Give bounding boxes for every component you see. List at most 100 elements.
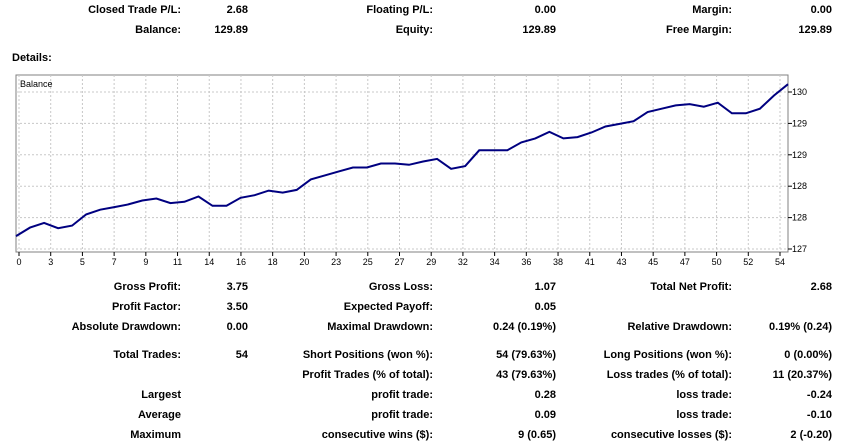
stats-row-trades: Total Trades: 54 Short Positions (won %)… — [0, 347, 847, 363]
chart-title: Balance — [20, 79, 53, 89]
x-tick-label: 36 — [521, 257, 531, 267]
short-positions-label: Short Positions (won %): — [302, 349, 433, 361]
absolute-drawdown-label: Absolute Drawdown: — [71, 321, 181, 333]
x-tick-label: 50 — [712, 257, 722, 267]
stats-row-drawdown: Absolute Drawdown: 0.00 Maximal Drawdown… — [0, 319, 847, 335]
average-profit-value: 0.09 — [534, 409, 556, 421]
x-tick-label: 25 — [363, 257, 373, 267]
largest-loss-label: loss trade: — [676, 389, 732, 401]
x-tick-label: 0 — [16, 257, 21, 267]
average-loss-value: -0.10 — [806, 409, 832, 421]
floating-pl-value: 0.00 — [534, 4, 556, 16]
gross-loss-label: Gross Loss: — [368, 281, 433, 293]
equity-value: 129.89 — [522, 24, 556, 36]
expected-payoff-label: Expected Payoff: — [343, 301, 433, 313]
x-tick-label: 18 — [268, 257, 278, 267]
summary-row-1: Closed Trade P/L: 2.68 Floating P/L: 0.0… — [0, 2, 847, 18]
free-margin-label: Free Margin: — [665, 24, 732, 36]
stats-row-factor: Profit Factor: 3.50 Expected Payoff: 0.0… — [0, 299, 847, 315]
stats-row-profit-loss-trades: Profit Trades (% of total): 43 (79.63%) … — [0, 367, 847, 383]
long-positions-label: Long Positions (won %): — [603, 349, 732, 361]
balance-label: Balance: — [135, 24, 181, 36]
x-tick-label: 34 — [490, 257, 500, 267]
balance-value: 129.89 — [214, 24, 248, 36]
x-tick-label: 14 — [204, 257, 214, 267]
average-label: Average — [137, 409, 181, 421]
profit-trades-value: 43 (79.63%) — [496, 369, 556, 381]
gross-loss-value: 1.07 — [534, 281, 556, 293]
maximal-drawdown-value: 0.24 (0.19%) — [493, 321, 556, 333]
max-consec-losses-value: 2 (-0.20) — [790, 429, 832, 441]
stats-row-average: Average profit trade: 0.09 loss trade: -… — [0, 407, 847, 423]
margin-value: 0.00 — [810, 4, 832, 16]
absolute-drawdown-value: 0.00 — [226, 321, 248, 333]
gross-profit-label: Gross Profit: — [113, 281, 181, 293]
closed-trade-pl-label: Closed Trade P/L: — [88, 4, 181, 16]
x-tick-label: 38 — [553, 257, 563, 267]
equity-label: Equity: — [395, 24, 433, 36]
x-tick-label: 45 — [648, 257, 658, 267]
max-consec-wins-value: 9 (0.65) — [518, 429, 556, 441]
x-axis-ticks: 0 3 5 7 9 11 14 16 18 20 23 25 27 29 32 34 36 38 41 43 45 47 5… — [16, 252, 785, 267]
total-net-profit-label: Total Net Profit: — [650, 281, 732, 293]
x-tick-label: 27 — [394, 257, 404, 267]
profit-factor-label: Profit Factor: — [111, 301, 181, 313]
total-trades-value: 54 — [235, 349, 248, 361]
stats-row-gross: Gross Profit: 3.75 Gross Loss: 1.07 Tota… — [0, 279, 847, 295]
y-tick-label: 129 — [792, 118, 807, 128]
max-consec-losses-label: consecutive losses ($): — [610, 429, 732, 441]
largest-loss-value: -0.24 — [806, 389, 832, 401]
y-axis-ticks: 127 128 128 129 129 130 — [788, 87, 807, 254]
x-tick-label: 7 — [112, 257, 117, 267]
balance-chart: Balance 127 128 128 129 129 130 0 3 5 7 9 11 14 16 18… — [15, 74, 807, 267]
y-tick-label: 127 — [792, 244, 807, 254]
relative-drawdown-label: Relative Drawdown: — [627, 321, 732, 333]
floating-pl-label: Floating P/L: — [366, 4, 433, 16]
max-consec-wins-label: consecutive wins ($): — [321, 429, 433, 441]
average-profit-label: profit trade: — [371, 409, 433, 421]
profit-factor-value: 3.50 — [226, 301, 248, 313]
x-tick-label: 20 — [299, 257, 309, 267]
closed-trade-pl-value: 2.68 — [226, 4, 248, 16]
long-positions-value: 0 (0.00%) — [784, 349, 832, 361]
x-tick-label: 52 — [743, 257, 753, 267]
chart-grid — [16, 75, 788, 252]
summary-row-2: Balance: 129.89 Equity: 129.89 Free Marg… — [0, 22, 847, 38]
x-tick-label: 32 — [458, 257, 468, 267]
y-tick-label: 128 — [792, 213, 807, 223]
x-tick-label: 43 — [616, 257, 626, 267]
y-tick-label: 128 — [792, 181, 807, 191]
total-trades-label: Total Trades: — [113, 349, 181, 361]
relative-drawdown-value: 0.19% (0.24) — [769, 321, 832, 333]
x-tick-label: 29 — [426, 257, 436, 267]
x-tick-label: 47 — [680, 257, 690, 267]
x-tick-label: 41 — [585, 257, 595, 267]
gross-profit-value: 3.75 — [226, 281, 248, 293]
x-tick-label: 9 — [143, 257, 148, 267]
x-tick-label: 3 — [48, 257, 53, 267]
x-tick-label: 5 — [80, 257, 85, 267]
margin-label: Margin: — [692, 4, 732, 16]
y-tick-label: 130 — [792, 87, 807, 97]
x-tick-label: 23 — [331, 257, 341, 267]
maximum-label: Maximum — [130, 429, 181, 441]
loss-trades-value: 11 (20.37%) — [772, 369, 832, 381]
largest-profit-label: profit trade: — [371, 389, 433, 401]
y-tick-label: 129 — [792, 150, 807, 160]
total-net-profit-value: 2.68 — [810, 281, 832, 293]
loss-trades-label: Loss trades (% of total): — [606, 369, 732, 381]
largest-profit-value: 0.28 — [534, 389, 556, 401]
profit-trades-label: Profit Trades (% of total): — [302, 369, 433, 381]
x-tick-label: 11 — [173, 257, 182, 267]
stats-row-largest: Largest profit trade: 0.28 loss trade: -… — [0, 387, 847, 403]
expected-payoff-value: 0.05 — [534, 301, 556, 313]
short-positions-value: 54 (79.63%) — [496, 349, 556, 361]
details-label: Details: — [12, 52, 52, 64]
stats-row-maximum: Maximum consecutive wins ($): 9 (0.65) c… — [0, 427, 847, 443]
average-loss-label: loss trade: — [676, 409, 732, 421]
x-tick-label: 16 — [236, 257, 246, 267]
free-margin-value: 129.89 — [798, 24, 832, 36]
x-tick-label: 54 — [775, 257, 785, 267]
balance-line — [15, 83, 789, 237]
largest-label: Largest — [141, 389, 181, 401]
